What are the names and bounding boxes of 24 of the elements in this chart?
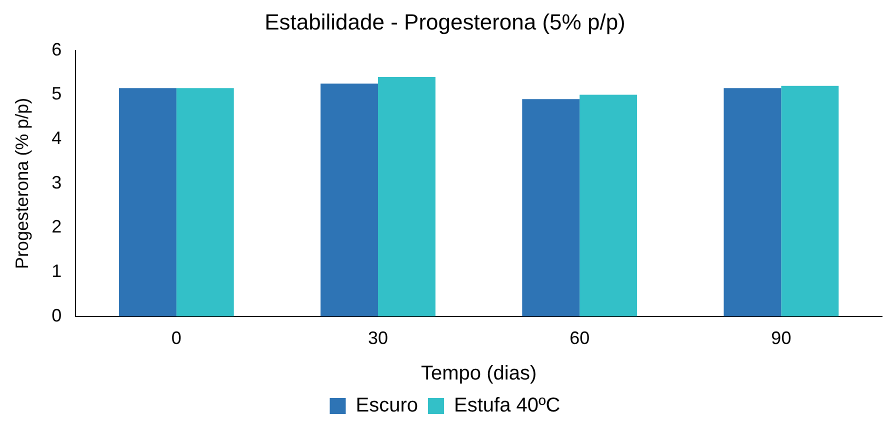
bar <box>522 99 580 316</box>
y-tick-label: 1 <box>52 261 62 282</box>
bar <box>320 84 378 316</box>
bar <box>724 88 782 316</box>
bar <box>781 86 839 316</box>
y-tick-label: 4 <box>52 128 62 148</box>
x-tick-label: 90 <box>771 328 792 348</box>
legend-label: Estufa 40ºC <box>454 394 560 417</box>
chart-title: Estabilidade - Progesterona (5% p/p) <box>264 9 626 34</box>
x-tick-label: 0 <box>171 328 182 348</box>
x-axis-title: Tempo (dias) <box>421 362 537 385</box>
y-tick-label: 6 <box>52 39 62 60</box>
legend-label: Escuro <box>356 394 418 417</box>
y-tick-label: 3 <box>52 172 62 192</box>
y-axis-title: Progesterona (% p/p) <box>12 98 32 269</box>
bar <box>378 77 436 316</box>
bar <box>580 94 638 316</box>
bar <box>176 88 234 316</box>
x-tick-label: 30 <box>368 328 388 348</box>
x-tick-label: 60 <box>570 328 590 348</box>
y-tick-label: 0 <box>52 305 62 326</box>
bar <box>118 88 176 316</box>
y-tick-label: 2 <box>52 216 62 237</box>
y-tick-label: 5 <box>52 84 62 104</box>
